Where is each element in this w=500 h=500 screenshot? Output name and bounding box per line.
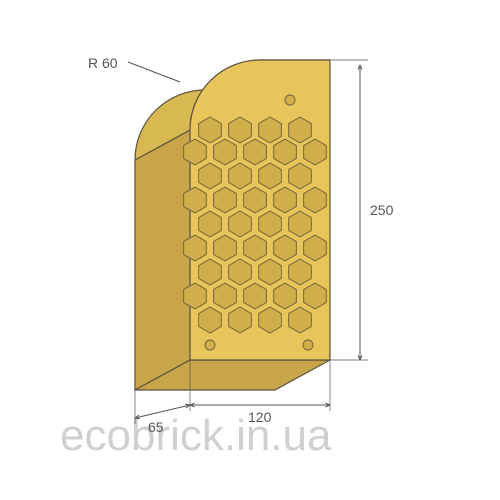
round-hole [303,340,313,350]
round-hole [205,340,215,350]
label-250: 250 [370,202,394,218]
brick-diagram [135,60,330,390]
label-r60: R 60 [88,55,118,71]
watermark-text: ecobrick.in.ua [60,411,332,460]
label-65: 65 [148,419,164,435]
brick-left-face [135,130,190,390]
round-hole [285,95,295,105]
label-120: 120 [248,409,272,425]
leader-r60 [128,62,180,82]
